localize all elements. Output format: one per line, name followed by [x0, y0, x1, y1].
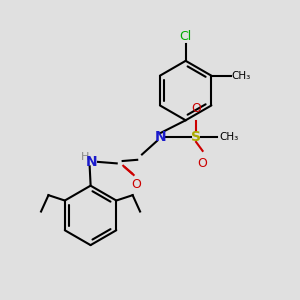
Text: CH₃: CH₃	[232, 71, 251, 81]
Text: O: O	[131, 178, 141, 191]
Text: N: N	[86, 155, 98, 169]
Text: S: S	[191, 130, 201, 144]
Text: O: O	[191, 102, 201, 115]
Text: Cl: Cl	[179, 30, 192, 43]
Text: N: N	[154, 130, 166, 144]
Text: CH₃: CH₃	[220, 132, 239, 142]
Text: H: H	[80, 152, 89, 161]
Text: O: O	[198, 157, 208, 170]
